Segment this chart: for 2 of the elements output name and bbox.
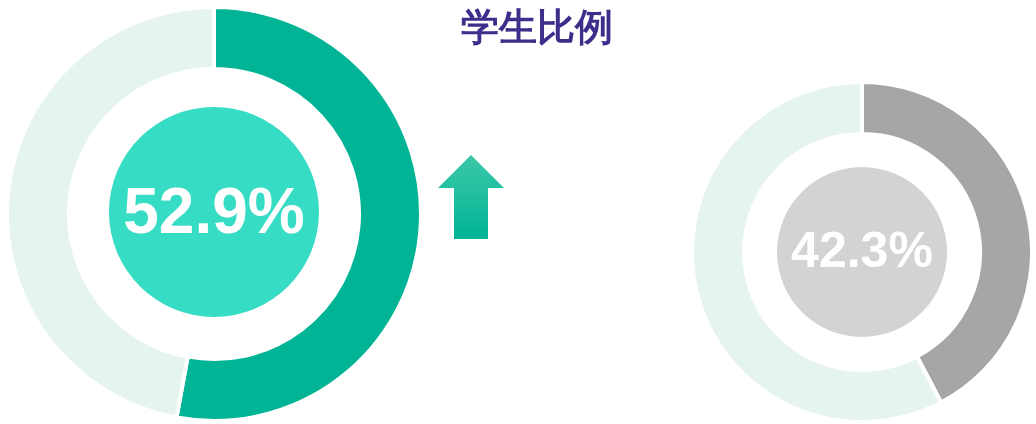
- data-label: 52.9%: [123, 175, 305, 247]
- text: 学生比例: [460, 4, 614, 51]
